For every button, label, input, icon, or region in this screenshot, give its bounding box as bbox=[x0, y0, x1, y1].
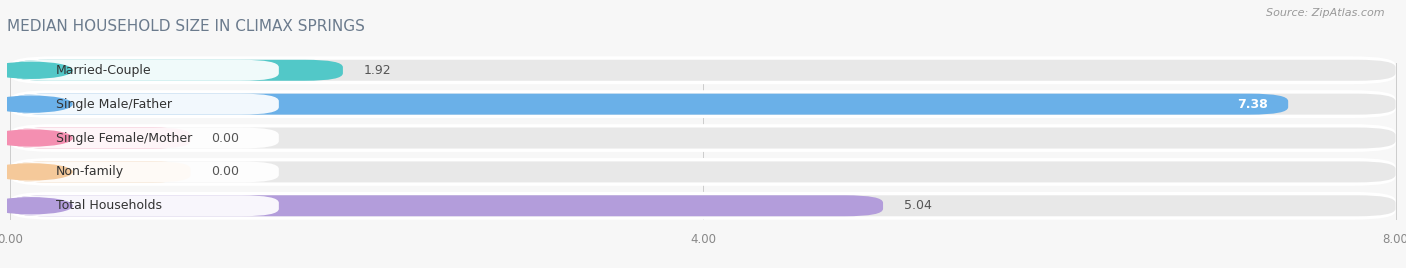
Text: 0.00: 0.00 bbox=[211, 165, 239, 178]
Circle shape bbox=[0, 130, 72, 146]
Text: Single Male/Father: Single Male/Father bbox=[55, 98, 172, 111]
FancyBboxPatch shape bbox=[10, 124, 1396, 152]
Text: Non-family: Non-family bbox=[55, 165, 124, 178]
Circle shape bbox=[0, 198, 72, 214]
FancyBboxPatch shape bbox=[10, 192, 1396, 220]
FancyBboxPatch shape bbox=[10, 128, 278, 148]
Text: Source: ZipAtlas.com: Source: ZipAtlas.com bbox=[1267, 8, 1385, 18]
Text: Single Female/Mother: Single Female/Mother bbox=[55, 132, 191, 144]
FancyBboxPatch shape bbox=[10, 60, 1396, 81]
FancyBboxPatch shape bbox=[10, 94, 1396, 115]
Circle shape bbox=[0, 96, 72, 112]
FancyBboxPatch shape bbox=[10, 94, 1288, 115]
FancyBboxPatch shape bbox=[10, 161, 1396, 183]
Text: Married-Couple: Married-Couple bbox=[55, 64, 150, 77]
FancyBboxPatch shape bbox=[10, 158, 1396, 186]
Text: Total Households: Total Households bbox=[55, 199, 162, 212]
Text: 0.00: 0.00 bbox=[211, 132, 239, 144]
FancyBboxPatch shape bbox=[10, 128, 191, 148]
FancyBboxPatch shape bbox=[10, 60, 343, 81]
FancyBboxPatch shape bbox=[10, 161, 191, 183]
FancyBboxPatch shape bbox=[10, 128, 1396, 148]
Text: MEDIAN HOUSEHOLD SIZE IN CLIMAX SPRINGS: MEDIAN HOUSEHOLD SIZE IN CLIMAX SPRINGS bbox=[7, 19, 366, 34]
Text: 7.38: 7.38 bbox=[1237, 98, 1267, 111]
Circle shape bbox=[0, 62, 72, 78]
Text: 5.04: 5.04 bbox=[904, 199, 932, 212]
FancyBboxPatch shape bbox=[10, 60, 278, 81]
FancyBboxPatch shape bbox=[10, 195, 278, 216]
FancyBboxPatch shape bbox=[10, 161, 278, 183]
FancyBboxPatch shape bbox=[10, 195, 883, 216]
FancyBboxPatch shape bbox=[10, 56, 1396, 84]
FancyBboxPatch shape bbox=[10, 90, 1396, 118]
FancyBboxPatch shape bbox=[10, 195, 1396, 216]
FancyBboxPatch shape bbox=[10, 94, 278, 115]
Circle shape bbox=[0, 164, 72, 180]
Text: 1.92: 1.92 bbox=[364, 64, 391, 77]
